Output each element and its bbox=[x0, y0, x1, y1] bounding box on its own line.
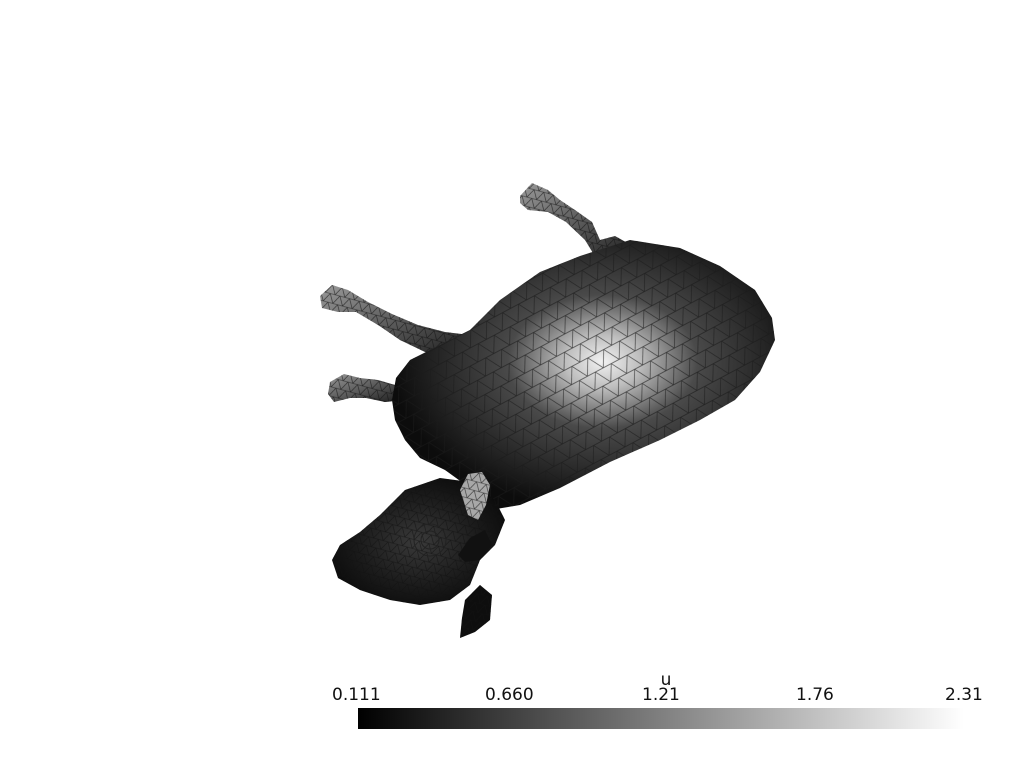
cow-ear bbox=[460, 472, 490, 520]
tick-label: 1.76 bbox=[796, 685, 834, 705]
cow-body bbox=[392, 240, 775, 510]
cow-head bbox=[332, 478, 505, 605]
scalar-bar: u 0.111 0.660 1.21 1.76 2.31 bbox=[330, 672, 990, 734]
tick-label: 2.31 bbox=[945, 685, 983, 705]
cow-horn bbox=[458, 530, 492, 638]
scalar-bar-gradient bbox=[358, 708, 964, 729]
tick-label: 0.660 bbox=[485, 685, 534, 705]
fore-leg-lower bbox=[328, 374, 405, 402]
fore-leg-upper bbox=[320, 285, 470, 360]
scalar-bar-title: u bbox=[660, 670, 672, 690]
scalar-bar-ticks: 0.111 0.660 1.21 1.76 2.31 bbox=[330, 686, 990, 706]
hind-leg-upper bbox=[520, 183, 640, 262]
tick-label: 0.111 bbox=[332, 685, 381, 705]
tick-label: 1.21 bbox=[642, 685, 680, 705]
